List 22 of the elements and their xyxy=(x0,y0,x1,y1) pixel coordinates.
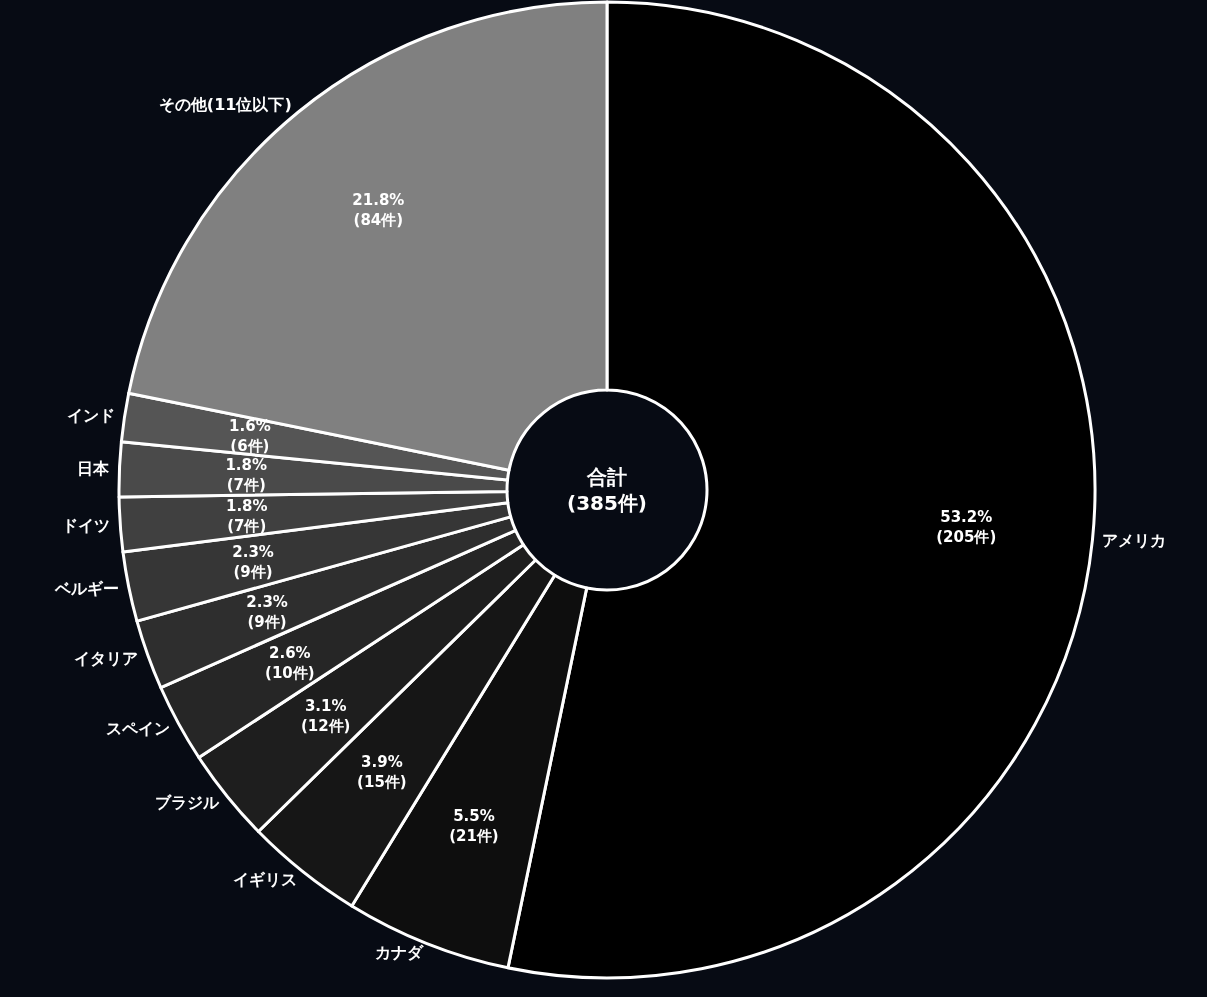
data-label: 2.6% (10件) xyxy=(265,643,315,682)
slice-label: ブラジル xyxy=(155,792,221,812)
slice-label: カナダ xyxy=(375,943,425,963)
slice-label: 日本 xyxy=(77,459,111,479)
slice-label: インド xyxy=(66,406,115,426)
data-label: 2.3% (9件) xyxy=(232,542,274,581)
data-label: 3.1% (12件) xyxy=(300,697,351,736)
slice-label: イギリス xyxy=(232,869,297,889)
slice-label: イタリア xyxy=(74,648,139,668)
slice-label: ベルギー xyxy=(53,579,119,599)
data-label: 53.2% (205件) xyxy=(936,507,997,546)
slice-label: ドイツ xyxy=(62,515,111,535)
data-label: 2.3% (9件) xyxy=(246,592,288,631)
slice-label: その他(11位以下) xyxy=(158,95,292,115)
data-label: 5.5% (21件) xyxy=(449,806,499,845)
data-label: 3.9% (15件) xyxy=(357,753,407,792)
data-label: 21.8% (84件) xyxy=(352,191,405,230)
data-label: 1.8% (7件) xyxy=(225,496,268,535)
slice-label: スペイン xyxy=(105,718,170,738)
data-label: 1.8% (7件) xyxy=(225,455,268,494)
slice-label: アメリカ xyxy=(1102,531,1167,551)
text: 合計 (385件) xyxy=(566,465,648,515)
